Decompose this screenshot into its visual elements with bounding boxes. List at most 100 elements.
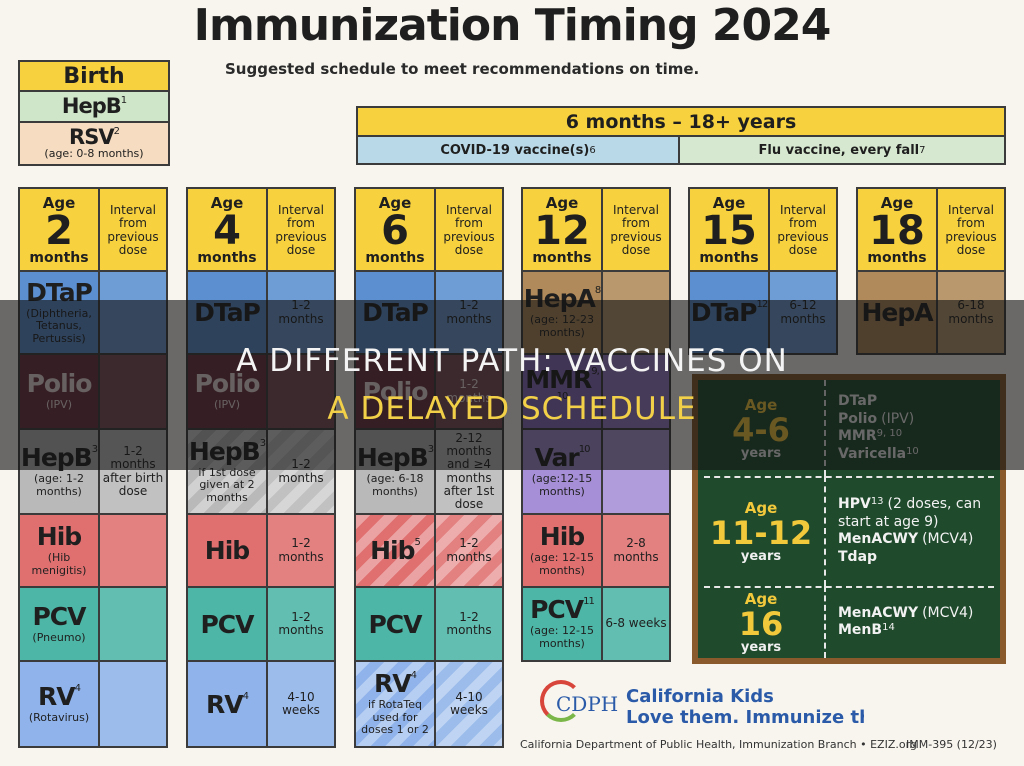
vaccine-label: PCV	[368, 609, 422, 639]
superscript: 4	[74, 682, 81, 694]
interval-header: Interval from previous dose	[601, 187, 671, 274]
superscript: 4	[410, 670, 417, 682]
chalk-list: HPV13 (2 doses, can start at age 9) MenACW…	[838, 476, 1003, 586]
age-word: Age	[210, 194, 244, 212]
age-unit: months	[532, 250, 592, 266]
vaccine-name: PCV11	[530, 595, 595, 625]
chalk-vaccine: MenACWY (MCV4)	[838, 531, 1003, 549]
interval-header: Interval from previous dose	[936, 187, 1006, 274]
vaccine-note: if RotaTeq used for doses 1 or 2	[361, 698, 429, 737]
vaccine-note: (age: 1-2 months)	[34, 471, 84, 498]
vaccine-label: RV	[206, 689, 244, 719]
interval-header: Interval from previous dose	[768, 187, 838, 274]
vaccine-note: if 1st dose given at 2 months	[198, 465, 256, 504]
vaccine-cell: Hib5	[354, 513, 436, 588]
interval-shade	[100, 588, 166, 660]
chalk-vaccine: Tdap	[838, 549, 1003, 567]
superscript: 5	[414, 537, 421, 548]
age-word: Age	[880, 194, 914, 212]
interval-text: 4-10 weeks	[450, 689, 488, 717]
interval-shade	[268, 662, 334, 746]
interval-shade	[436, 662, 502, 746]
vaccine-detail: (MCV4)	[922, 604, 974, 621]
interval-header: Interval from previous dose	[266, 187, 336, 274]
interval-header: Interval from previous dose	[98, 187, 168, 274]
interval-shade	[268, 515, 334, 586]
item-label: Flu vaccine, every fall	[758, 142, 920, 158]
interval-cell: 4-10 weeks	[266, 660, 336, 748]
age-unit: years	[740, 639, 782, 655]
footer-code: IMM-395 (12/23)	[906, 738, 997, 751]
age-unit: months	[867, 250, 927, 266]
age-number: 11-12	[709, 513, 813, 552]
vaccine-note: (age: 12-15 months)	[530, 624, 594, 650]
age-number: 4	[213, 208, 241, 254]
interval-text: 1-2 months	[278, 609, 324, 637]
interval-cell	[98, 513, 168, 588]
age-unit: months	[365, 250, 425, 266]
vaccine-label: MenB	[838, 622, 883, 638]
birth-vaccine: RSV2 (age: 0-8 months)	[18, 121, 170, 166]
footer-org: California Department of Public Health, …	[520, 738, 917, 751]
age-number: 12	[534, 208, 590, 254]
overlay-heading: A DIFFERENT PATH: VACCINES ON	[236, 343, 788, 379]
interval-shade	[100, 515, 166, 586]
interval-cell: 2-8 months	[601, 513, 671, 588]
vaccine-note: (Hib menigitis)	[31, 550, 87, 577]
interval-shade	[436, 588, 502, 660]
vaccine-name: PCV	[200, 609, 254, 639]
vaccine-note: (Rotavirus)	[28, 710, 90, 724]
age-unit: months	[197, 250, 257, 266]
vaccine-label: PCV	[530, 595, 584, 625]
interval-shade	[268, 588, 334, 660]
vaccine-cell: RV4 if RotaTeq used for doses 1 or 2	[354, 660, 436, 748]
vaccine-label: Tdap	[838, 548, 878, 565]
interval-cell: 6-8 weeks	[601, 586, 671, 662]
logo-line2: Love them. Immunize them	[626, 707, 864, 728]
vaccine-name: Hib5	[370, 536, 421, 565]
interval-header: Interval from previous dose	[434, 187, 504, 274]
age-unit: months	[29, 250, 89, 266]
interval-shade	[603, 515, 669, 586]
chalk-vaccine: MenACWY (MCV4)	[838, 605, 1003, 623]
age-header: Age 4 months	[186, 187, 268, 274]
vaccine-cell: RV4 (Rotavirus)	[18, 660, 100, 748]
age-number: 18	[869, 208, 925, 254]
vaccine-detail: (MCV4)	[922, 531, 974, 547]
age-number: 15	[701, 208, 757, 254]
vaccine-cell: Hib (Hib menigitis)	[18, 513, 100, 588]
vaccine-cell: PCV	[186, 586, 268, 662]
ongoing-item: COVID-19 vaccine(s) 6	[356, 135, 680, 165]
overlay-heading: A DELAYED SCHEDULE	[327, 391, 697, 427]
vaccine-cell: PCV (Pneumo)	[18, 586, 100, 662]
interval-header-text: Interval from previous dose	[777, 203, 829, 257]
interval-header-text: Interval from previous dose	[443, 203, 495, 257]
vaccine-label: MenACWY	[838, 604, 919, 621]
interval-header-text: Interval from previous dose	[107, 203, 159, 257]
vaccine-note: (age: 12-15 months)	[530, 550, 594, 577]
divider	[704, 476, 994, 478]
interval-cell	[98, 660, 168, 748]
superscript: 13	[870, 496, 884, 507]
interval-shade	[100, 662, 166, 746]
vaccine-label: PCV	[200, 609, 254, 639]
interval-cell: 4-10 weeks	[434, 660, 504, 748]
age-word: Age	[744, 498, 778, 517]
vaccine-note: (age: 6-18 months)	[366, 471, 424, 498]
birth-header: Birth	[18, 60, 170, 92]
vaccine-label: Hib	[370, 536, 415, 565]
vaccine-name: PCV	[32, 604, 86, 629]
vaccine-name: Hib	[540, 524, 585, 549]
interval-shade	[603, 588, 669, 660]
divider	[704, 586, 994, 588]
ongoing-range: 6 months – 18+ years	[356, 106, 1006, 137]
age-unit: months	[699, 250, 759, 266]
age-number: 6	[381, 208, 409, 254]
chalk-age: Age 16 years	[698, 586, 826, 658]
vaccine-cell: PCV	[354, 586, 436, 662]
age-number: 2	[45, 208, 73, 254]
age-number: 16	[738, 604, 784, 643]
chalk-vaccine: HPV13 (2 doses, can start at age 9)	[838, 496, 1003, 531]
title: Immunization Timing 2024	[193, 0, 832, 51]
